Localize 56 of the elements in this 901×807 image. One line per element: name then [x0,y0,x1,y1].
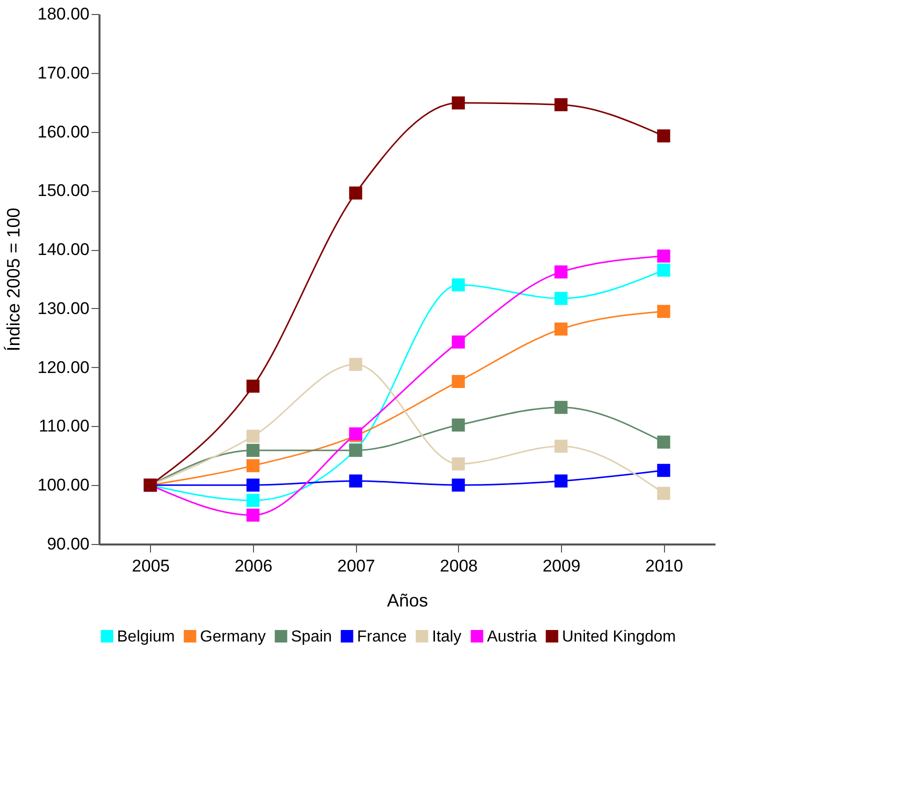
point [452,96,465,110]
point [554,292,568,305]
point [349,186,362,200]
x-tick-label: 2009 [542,556,580,576]
point [554,440,568,453]
y-tick-label: 120.00 [38,358,90,377]
point [554,474,568,488]
point [452,418,465,432]
legend-label: United Kingdom [562,628,676,646]
point [452,335,465,349]
point [657,464,670,477]
x-tick-label: 2006 [234,556,272,576]
y-tick-label: 110.00 [38,416,90,436]
y-tick-label: 180.00 [38,4,90,24]
point [657,129,670,142]
point [657,264,670,277]
point [246,459,260,472]
y-tick-label: 90.00 [46,534,90,554]
point [246,494,260,507]
y-tick-label: 150.00 [38,181,90,200]
y-tick-label: 100.00 [38,476,90,495]
y-axis-title: Índice 2005 = 100 [4,208,24,352]
point [657,486,670,500]
point [554,400,568,414]
y-tick-label: 160.00 [38,122,90,142]
x-axis-title: Años [386,590,428,610]
legend-label: Spain [291,628,332,646]
point [554,98,568,112]
point [452,457,465,470]
legend-label: Germany [200,628,266,646]
point [554,265,568,278]
y-tick-label: 170.00 [38,63,90,82]
point [349,474,362,488]
point [554,322,568,336]
legend-label: Belgium [117,628,175,646]
point [246,430,260,443]
point [452,478,465,492]
x-tick-label: 2008 [440,556,478,576]
point [349,358,362,371]
legend-label: Italy [432,628,462,646]
point [657,304,670,318]
point [246,478,260,492]
x-tick-label: 2007 [337,556,376,576]
point [246,444,260,457]
legend-label: France [357,628,407,646]
point [246,508,260,522]
legend-label: Austria [487,628,537,646]
point [657,250,670,263]
x-tick-label: 2010 [645,556,684,576]
y-tick-label: 140.00 [38,240,90,260]
point [657,436,670,449]
x-tick-label: 2005 [132,556,170,576]
point [452,374,465,388]
y-tick-label: 130.00 [38,298,90,318]
point [246,380,260,393]
point [452,278,465,292]
